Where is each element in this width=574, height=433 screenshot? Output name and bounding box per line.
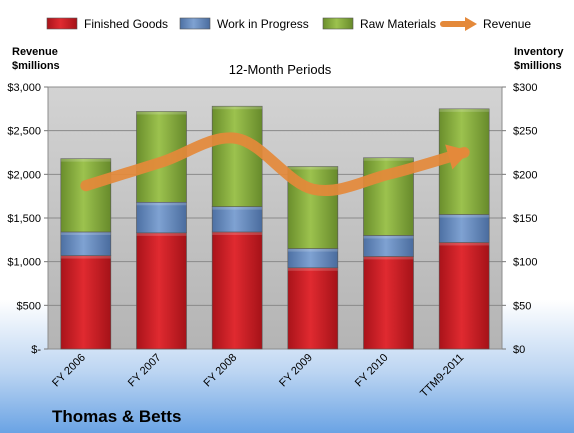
left-tick-label: $2,000 xyxy=(7,169,41,181)
bar-highlight xyxy=(363,256,414,260)
bar-highlight xyxy=(439,108,490,112)
bar-highlight xyxy=(287,166,338,170)
bar-highlight xyxy=(136,202,187,206)
company-name: Thomas & Betts xyxy=(52,407,181,426)
x-tick-label-ttm9-2011: TTM9-2011 xyxy=(418,352,466,400)
left-tick-label: $3,000 xyxy=(7,82,41,94)
left-tick-label: $- xyxy=(31,344,41,356)
bar-finished-goods-fy-2007 xyxy=(136,232,187,350)
bar-highlight xyxy=(287,267,338,271)
left-tick-label: $2,500 xyxy=(7,126,41,138)
bar-finished-goods-ttm9-2011 xyxy=(438,242,490,350)
bar-highlight xyxy=(363,157,414,161)
left-tick-label: $500 xyxy=(17,300,41,312)
right-axis-label-line1: Inventory xyxy=(514,46,564,58)
legend-swatch-finished-goods xyxy=(46,17,78,30)
bar-highlight xyxy=(60,231,111,235)
right-axis-label-line2: $millions xyxy=(514,60,562,72)
left-tick-label: $1,000 xyxy=(7,257,41,269)
revenue-arrowhead xyxy=(445,144,470,170)
bar-highlight xyxy=(212,106,263,110)
bar-raw-materials-fy-2006 xyxy=(60,158,112,233)
right-tick-label: $250 xyxy=(513,126,537,138)
bar-highlight xyxy=(439,242,490,246)
legend-label-revenue: Revenue xyxy=(483,17,531,31)
bar-work-in-progress-fy-2010 xyxy=(363,235,414,257)
bar-work-in-progress-fy-2007 xyxy=(136,201,187,234)
bar-highlight xyxy=(136,111,187,115)
legend-arrow xyxy=(465,17,477,31)
revenue-line xyxy=(80,132,470,197)
right-tick-label: $150 xyxy=(513,213,537,225)
right-axis-ticks: $0 $50 $100 $150 $200 $250 $300 xyxy=(502,82,537,356)
bar-highlight xyxy=(136,232,187,236)
left-tick-label: $1,500 xyxy=(7,213,41,225)
bar-finished-goods-fy-2010 xyxy=(363,256,414,350)
chart-title: 12-Month Periods xyxy=(229,62,332,77)
x-tick-label-fy-2006: FY 2006 xyxy=(50,352,88,390)
gridlines xyxy=(48,130,502,306)
bar-highlight xyxy=(439,214,490,218)
x-tick-label-fy-2009: FY 2009 xyxy=(277,352,315,390)
right-tick-label: $200 xyxy=(513,169,537,181)
right-tick-label: $50 xyxy=(513,300,531,312)
legend: Finished Goods Work in Progress Raw Materi… xyxy=(46,17,531,31)
left-axis-ticks: $- $500 $1,000 $1,500 $2,000 $2,500 $3,000 xyxy=(7,82,48,356)
right-tick-label: $0 xyxy=(513,344,525,356)
legend-label-work-in-progress: Work in Progress xyxy=(217,17,309,31)
bar-work-in-progress-ttm9-2011 xyxy=(438,214,490,243)
legend-label-raw-materials: Raw Materials xyxy=(360,17,436,31)
revenue-line-path xyxy=(80,132,470,197)
bar-highlight xyxy=(60,158,111,162)
bar-finished-goods-fy-2009 xyxy=(287,267,339,350)
bar-work-in-progress-fy-2006 xyxy=(60,231,112,256)
legend-swatch-work-in-progress xyxy=(179,17,211,30)
bar-highlight xyxy=(287,248,338,252)
x-axis-ticks: FY 2006 FY 2007 FY 2008 FY 2009 FY 2010 TTM9-… xyxy=(50,352,466,400)
right-tick-label: $100 xyxy=(513,257,537,269)
bars xyxy=(60,105,490,350)
x-tick-label-fy-2008: FY 2008 xyxy=(202,352,240,390)
x-tick-label-fy-2007: FY 2007 xyxy=(126,352,164,390)
x-tick-label-fy-2010: FY 2010 xyxy=(353,352,391,390)
left-axis-label-line2: $millions xyxy=(12,60,60,72)
right-tick-label: $300 xyxy=(513,82,537,94)
legend-label-finished-goods: Finished Goods xyxy=(84,17,168,31)
bar-highlight xyxy=(60,255,111,259)
bar-finished-goods-fy-2008 xyxy=(211,231,263,350)
legend-swatch-raw-materials xyxy=(322,17,354,30)
bar-work-in-progress-fy-2008 xyxy=(211,206,263,233)
bar-highlight xyxy=(212,231,263,235)
bar-highlight xyxy=(363,235,414,239)
bar-highlight xyxy=(212,206,263,210)
bar-raw-materials-fy-2008 xyxy=(211,105,263,207)
bar-finished-goods-fy-2006 xyxy=(60,255,112,350)
left-axis-label-line1: Revenue xyxy=(12,46,58,58)
